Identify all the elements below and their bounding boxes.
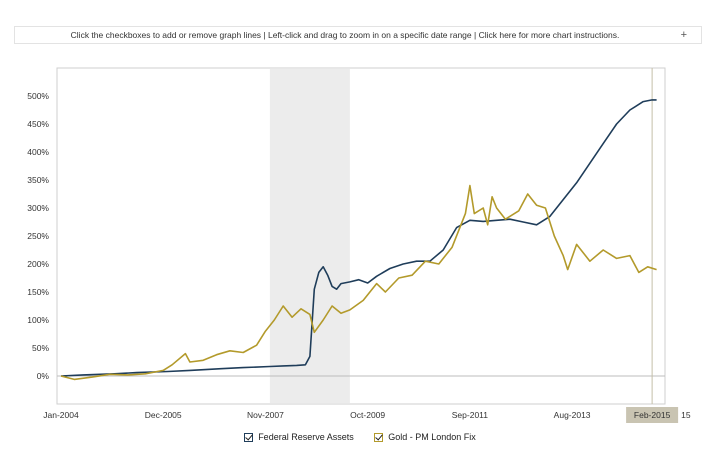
x-tick-label: Jan-2004 [43,410,79,420]
legend: Federal Reserve Assets Gold - PM London … [0,432,720,444]
series-layer [60,99,657,381]
cursor-trailing-text: 15 [681,410,691,420]
legend-item-gold-pm-london-fix[interactable]: Gold - PM London Fix [374,432,476,442]
y-tick-label: 350% [27,175,49,185]
series-line-gold-pm-london-fix [60,184,657,381]
checkbox-checked-icon[interactable] [374,432,384,442]
y-tick-label: 300% [27,203,49,213]
chart-instructions-bar[interactable]: Click the checkboxes to add or remove gr… [14,26,702,44]
cursor-label-box [626,407,679,423]
y-tick-label: 150% [27,287,49,297]
plot-frame [56,67,666,405]
legend-item-federal-reserve-assets[interactable]: Federal Reserve Assets [244,432,354,442]
y-axis-ticks: 0% 50% 100% 150% 200% 250% 300% 350% 400% 450% 500… [27,91,49,381]
y-tick-label: 50% [32,343,49,353]
y-tick-label: 500% [27,91,49,101]
y-tick-label: 250% [27,231,49,241]
chart-area[interactable]: 0% 50% 100% 150% 200% 250% 300% 350% 400% 450% 500… [0,0,720,432]
legend-label: Federal Reserve Assets [258,432,354,442]
checkbox-checked-icon[interactable] [244,432,254,442]
x-axis-ticks: Jan-2004 Dec-2005 Nov-2007 Oct-2009 Sep-2011… [43,410,591,420]
y-tick-label: 200% [27,259,49,269]
x-tick-label: Dec-2005 [145,410,182,420]
y-tick-label: 0% [37,371,50,381]
cursor-label-text: Feb-2015 [634,410,671,420]
x-tick-label: Nov-2007 [247,410,284,420]
y-tick-label: 400% [27,147,49,157]
cursor-label: Feb-2015 15 [626,407,691,423]
series-line-federal-reserve-assets [60,99,657,377]
expand-plus-icon[interactable]: + [680,29,687,41]
y-tick-label: 450% [27,119,49,129]
x-tick-label: Oct-2009 [350,410,385,420]
chart-instructions-text[interactable]: Click the checkboxes to add or remove gr… [70,30,620,40]
legend-label: Gold - PM London Fix [388,432,476,442]
y-tick-label: 100% [27,315,49,325]
x-tick-label: Aug-2013 [554,410,591,420]
x-tick-label: Sep-2011 [452,410,489,420]
